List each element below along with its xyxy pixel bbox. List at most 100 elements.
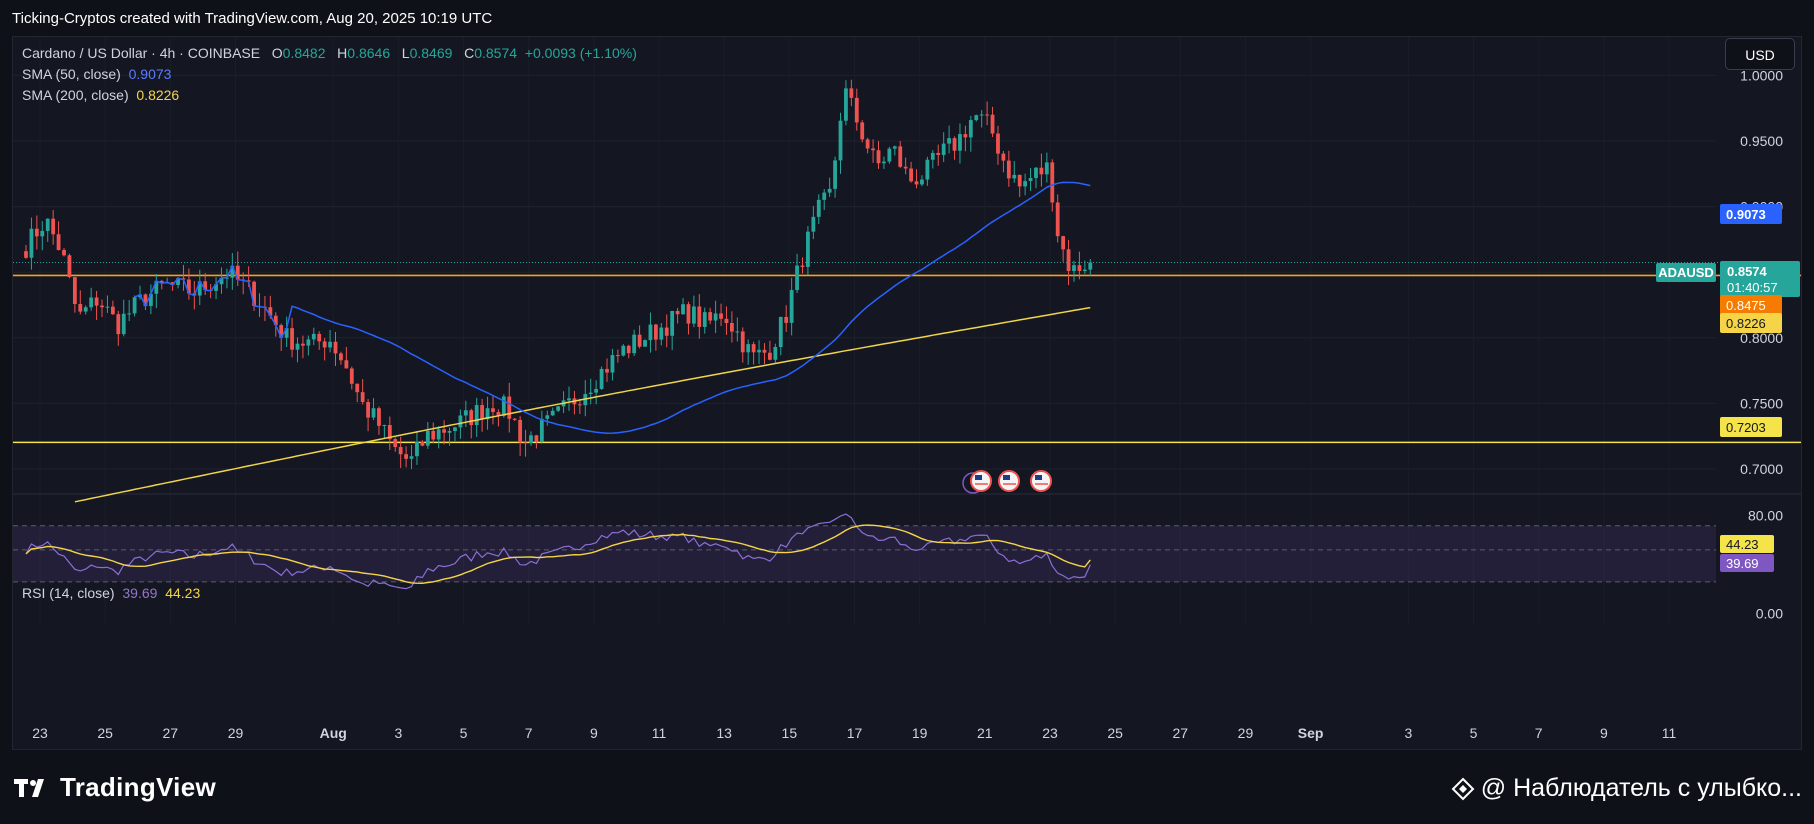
ticker-label: ADAUSD	[1658, 265, 1714, 280]
candle-body	[496, 412, 501, 416]
candle	[979, 110, 984, 128]
candle	[425, 421, 430, 449]
sma200-badge-value: 0.8226	[1726, 316, 1766, 331]
candle	[697, 294, 702, 339]
sma200-legend[interactable]: SMA (200, close) 0.8226	[22, 87, 180, 103]
time-tick-label: 27	[1173, 725, 1189, 741]
candle-body	[235, 265, 240, 280]
candle-body	[686, 304, 691, 324]
candle	[1006, 150, 1011, 187]
price-tick-label: 0.8000	[1740, 330, 1783, 346]
candle	[219, 267, 224, 294]
candle	[40, 221, 45, 251]
candle-body	[148, 293, 153, 307]
candle	[713, 300, 718, 334]
candle-body	[632, 334, 637, 354]
candle	[89, 287, 94, 311]
rsi-legend[interactable]: RSI (14, close) 39.69 44.23	[22, 585, 201, 601]
economic-events[interactable]	[962, 470, 1052, 494]
time-tick-label: 17	[847, 725, 863, 741]
candle	[865, 137, 870, 154]
candle-body	[556, 406, 561, 411]
candle	[811, 206, 816, 240]
candle	[51, 210, 56, 245]
currency-button[interactable]: USD	[1725, 38, 1795, 70]
candle	[355, 383, 360, 403]
time-tick-label: 25	[1107, 725, 1123, 741]
tradingview-brand: TradingView	[60, 772, 216, 802]
candle-body	[920, 179, 924, 185]
candle-body	[724, 318, 729, 324]
candle	[621, 344, 626, 357]
time-tick-label: 13	[716, 725, 732, 741]
time-tick-label: 11	[652, 725, 667, 741]
candle-body	[958, 134, 962, 151]
candle	[822, 189, 827, 211]
candle-body	[529, 435, 533, 443]
candle	[311, 327, 316, 346]
candle	[181, 264, 186, 291]
candle-body	[887, 148, 892, 162]
candle-body	[485, 408, 490, 420]
last-price-badge: 0.8574 01:40:57	[1720, 261, 1800, 297]
candle-body	[143, 294, 148, 307]
symbol-legend[interactable]: Cardano / US Dollar · 4h · COINBASE O0.8…	[22, 45, 637, 61]
sma50-legend-value: 0.9073	[128, 66, 172, 82]
candle	[702, 307, 707, 334]
candle-body	[159, 280, 164, 284]
candle-body	[865, 139, 870, 149]
candle	[371, 398, 376, 421]
candle-body	[1012, 174, 1017, 179]
candle-body	[789, 290, 794, 323]
tradingview-logo[interactable]: TradingView	[14, 772, 216, 803]
us-flag-icon[interactable]	[970, 470, 992, 492]
candle-body	[860, 122, 865, 140]
candle	[675, 308, 680, 324]
rsi-tick-label: 0.00	[1756, 606, 1783, 622]
candle-body	[713, 313, 718, 321]
sma50-legend[interactable]: SMA (50, close) 0.9073	[22, 66, 172, 82]
author-credit[interactable]: @ Наблюдатель с улыбко...	[1451, 774, 1802, 803]
candle-body	[985, 114, 990, 116]
candle	[306, 335, 311, 356]
candle	[203, 273, 208, 295]
candle	[474, 397, 479, 437]
last-price-value: 0.8574	[1727, 264, 1768, 279]
candle-body	[311, 333, 316, 340]
close-value: 0.8574	[474, 45, 518, 61]
candle	[1072, 260, 1076, 282]
candle-body	[230, 265, 235, 278]
us-flag-icon[interactable]	[1030, 470, 1052, 492]
candle	[301, 335, 305, 359]
candle	[572, 390, 577, 415]
candle	[100, 299, 104, 317]
candle	[83, 305, 88, 315]
candle	[963, 125, 968, 152]
candle-body	[545, 415, 550, 419]
candle-body	[952, 138, 957, 151]
candle-body	[453, 427, 457, 432]
candle	[854, 88, 859, 131]
candle	[317, 331, 322, 350]
sma50-badge: 0.9073	[1720, 204, 1782, 224]
rsi-legend-value: 39.69	[122, 585, 158, 601]
candle	[24, 245, 28, 259]
candle-body	[409, 456, 414, 459]
candle-body	[664, 327, 669, 336]
candle-body	[474, 405, 479, 426]
candle-body	[914, 181, 919, 185]
candle	[349, 366, 354, 390]
us-flag-icon[interactable]	[998, 470, 1020, 492]
candle-body	[702, 312, 707, 327]
candle	[170, 282, 175, 291]
candle-body	[925, 159, 930, 180]
candle-body	[301, 343, 305, 346]
candle	[762, 343, 767, 365]
candle-body	[990, 114, 995, 134]
orange-line-badge-value: 0.8475	[1726, 298, 1766, 313]
candle-body	[425, 430, 430, 446]
candle-body	[132, 297, 137, 314]
candle-body	[24, 251, 28, 258]
